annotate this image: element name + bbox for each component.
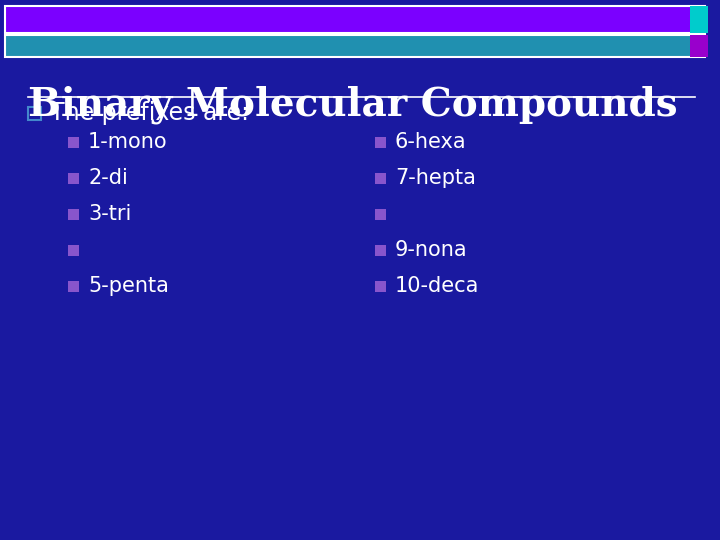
- Bar: [68, 173, 79, 184]
- Bar: [375, 137, 386, 148]
- Bar: [375, 173, 386, 184]
- Bar: [690, 6, 708, 33]
- Text: 3-tri: 3-tri: [88, 204, 131, 224]
- Text: 5-penta: 5-penta: [88, 276, 169, 296]
- Text: 7-hepta: 7-hepta: [395, 168, 476, 188]
- Bar: [375, 245, 386, 256]
- Bar: [5, 6, 705, 33]
- Text: 2-di: 2-di: [88, 168, 128, 188]
- Text: 10-deca: 10-deca: [395, 276, 480, 296]
- Text: 9-nona: 9-nona: [395, 240, 467, 260]
- Bar: [68, 245, 79, 256]
- Bar: [375, 209, 386, 220]
- Text: 6-hexa: 6-hexa: [395, 132, 467, 152]
- Text: Binary Molecular Compounds: Binary Molecular Compounds: [28, 85, 678, 124]
- Text: The prefixes are:: The prefixes are:: [50, 101, 249, 125]
- Text: 1-mono: 1-mono: [88, 132, 168, 152]
- Bar: [690, 35, 708, 57]
- Bar: [68, 281, 79, 292]
- Bar: [68, 209, 79, 220]
- Bar: [68, 137, 79, 148]
- Bar: [375, 281, 386, 292]
- Bar: [28, 107, 41, 120]
- Bar: [5, 35, 705, 57]
